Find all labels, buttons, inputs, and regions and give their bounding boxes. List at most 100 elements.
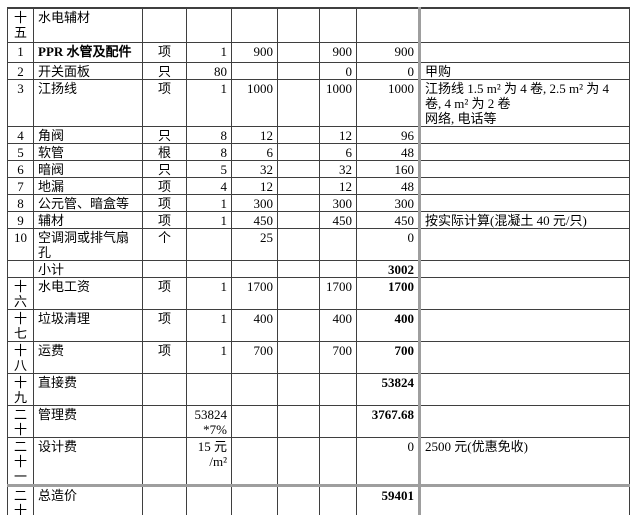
cell-unit: 只 (142, 159, 187, 178)
cell-price: 400 (319, 308, 357, 342)
cell-item: 空调洞或排气扇孔 (33, 227, 143, 261)
cell-item: 公元管、暗盒等 (33, 193, 143, 212)
cell-unit_price (231, 483, 278, 515)
cell-price (319, 404, 357, 438)
table-row: 二十二总造价 59401 (7, 483, 630, 515)
cell-note: 甲购 (418, 61, 630, 80)
cell-col6 (277, 176, 320, 195)
cell-note (418, 227, 630, 261)
cell-amount: 1000 (356, 78, 420, 127)
cell-amount: 59401 (356, 483, 420, 515)
cell-col6 (277, 78, 320, 127)
cell-item: 总造价 (33, 483, 143, 515)
cell-item: 垃圾清理 (33, 308, 143, 342)
table-row: 1 PPR 水管及配件项 1 900 900 900 (7, 41, 630, 63)
cell-no: 6 (7, 159, 34, 178)
cell-amount: 3767.68 (356, 404, 420, 438)
cell-no: 10 (7, 227, 34, 261)
cell-note (418, 308, 630, 342)
cell-no: 5 (7, 142, 34, 161)
cell-unit: 个 (142, 227, 187, 261)
cell-unit_price: 900 (231, 41, 278, 63)
cell-col6 (277, 193, 320, 212)
cell-col6 (277, 404, 320, 438)
cell-col6 (277, 308, 320, 342)
cell-qty (186, 227, 232, 261)
cell-qty: 53824 *7% (186, 404, 232, 438)
cell-unit (142, 483, 187, 515)
cell-unit: 项 (142, 41, 187, 63)
cell-item: 暗阀 (33, 159, 143, 178)
cell-unit_price: 300 (231, 193, 278, 212)
cell-price (319, 227, 357, 261)
cell-col6 (277, 259, 320, 278)
cell-item: 设计费 (33, 436, 143, 486)
cell-qty: 1 (186, 308, 232, 342)
cell-unit_price: 32 (231, 159, 278, 178)
table-row: 6 暗阀只 5 32 32 160 (7, 159, 630, 178)
cell-unit: 项 (142, 276, 187, 310)
cell-qty: 1 (186, 41, 232, 63)
cell-note (418, 142, 630, 161)
cell-price: 6 (319, 142, 357, 161)
cell-qty (186, 259, 232, 278)
cell-item: 水电辅材 (33, 7, 143, 43)
cell-unit_price (231, 259, 278, 278)
cell-unit_price: 450 (231, 210, 278, 229)
cell-no: 二十 (7, 404, 34, 438)
cell-qty: 15 元 /m² (186, 436, 232, 486)
cell-unit_price: 1000 (231, 78, 278, 127)
cell-qty: 1 (186, 340, 232, 374)
table-row: 十六 水电工资项 1 1700 1700 1700 (7, 276, 630, 310)
cell-item: 软管 (33, 142, 143, 161)
cell-qty: 1 (186, 276, 232, 310)
cell-qty (186, 7, 232, 43)
cell-item: 水电工资 (33, 276, 143, 310)
cell-unit_price: 400 (231, 308, 278, 342)
cell-price: 1000 (319, 78, 357, 127)
cell-qty: 8 (186, 125, 232, 144)
cell-price: 700 (319, 340, 357, 374)
cell-col6 (277, 483, 320, 515)
cell-note: 2500 元(优惠免收) (418, 436, 630, 486)
cell-unit: 项 (142, 176, 187, 195)
cell-unit_price: 700 (231, 340, 278, 374)
cell-no: 3 (7, 78, 34, 127)
cell-price (319, 436, 357, 486)
cell-qty: 1 (186, 210, 232, 229)
cell-unit: 项 (142, 308, 187, 342)
cell-unit_price: 1700 (231, 276, 278, 310)
cell-unit (142, 436, 187, 486)
table-row: 十八 运费项 1 700 700 700 (7, 340, 630, 374)
cell-qty: 8 (186, 142, 232, 161)
cell-amount: 160 (356, 159, 420, 178)
cell-price: 450 (319, 210, 357, 229)
cell-unit_price (231, 436, 278, 486)
cell-amount: 96 (356, 125, 420, 144)
table-row: 2 开关面板只 80 0 0 甲购 (7, 61, 630, 80)
cell-unit_price: 12 (231, 125, 278, 144)
cell-unit: 只 (142, 61, 187, 80)
cell-col6 (277, 340, 320, 374)
cell-no: 二十二 (7, 483, 34, 515)
cell-no: 十六 (7, 276, 34, 310)
cell-no: 2 (7, 61, 34, 80)
cell-col6 (277, 125, 320, 144)
cell-note (418, 193, 630, 212)
cell-amount: 48 (356, 142, 420, 161)
cell-item: 地漏 (33, 176, 143, 195)
cell-col6 (277, 372, 320, 406)
cell-no: 7 (7, 176, 34, 195)
cell-price (319, 372, 357, 406)
cell-amount: 700 (356, 340, 420, 374)
cell-qty: 5 (186, 159, 232, 178)
cell-unit_price (231, 372, 278, 406)
cell-note: 江扬线 1.5 m² 为 4 卷, 2.5 m² 为 4 卷, 4 m² 为 2… (418, 78, 630, 127)
cell-item: 直接费 (33, 372, 143, 406)
cell-unit (142, 259, 187, 278)
cell-amount: 3002 (356, 259, 420, 278)
cell-note (418, 259, 630, 278)
table-row: 十七 垃圾清理项 1 400 400 400 (7, 308, 630, 342)
table-row: 5 软管根 8 6 6 48 (7, 142, 630, 161)
cell-item: 辅材 (33, 210, 143, 229)
